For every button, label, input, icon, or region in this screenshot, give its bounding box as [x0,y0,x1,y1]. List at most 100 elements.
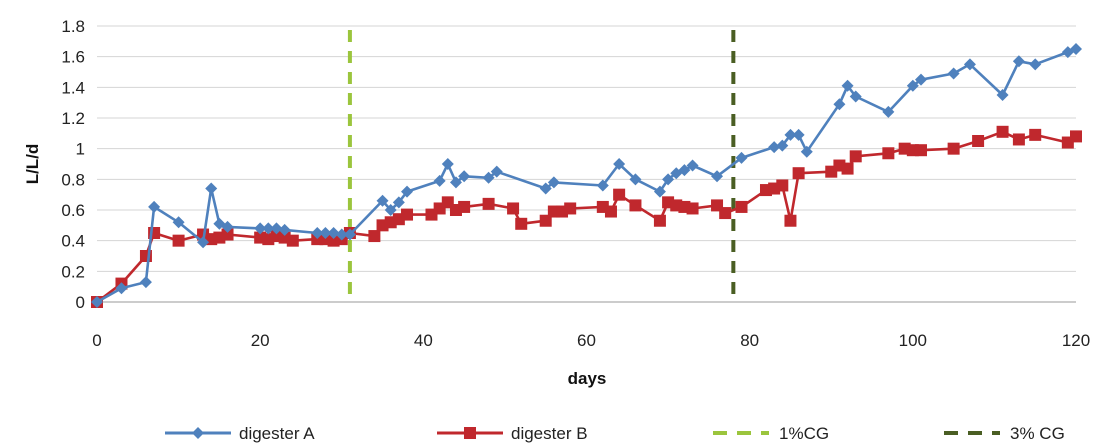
data-point [343,228,356,241]
y-tick-label: 1.8 [61,17,85,36]
data-point [335,228,348,241]
legend-label: digester A [239,424,315,443]
data-point [613,188,626,201]
data-point [311,227,324,239]
data-point [792,167,805,180]
data-point [458,170,471,183]
data-point [653,214,666,227]
data-point [262,222,275,235]
y-tick-label: 1.2 [61,109,85,128]
data-point [1070,130,1082,143]
data-point [91,296,103,308]
data-point [368,230,381,243]
legend-item: 1%CG [713,424,829,443]
data-point [686,202,699,215]
data-point [433,174,446,187]
data-point [735,200,748,213]
data-point [792,128,805,141]
legend-label: 3% CG [1010,424,1065,443]
data-point [613,158,626,170]
data-point [833,98,846,111]
data-point [776,139,789,152]
data-point [376,194,389,207]
x-tick-label: 100 [899,331,927,350]
y-axis-title: L/L/d [23,144,42,185]
y-tick-label: 0 [76,293,85,312]
data-point [914,73,927,86]
data-point [564,202,577,215]
data-point [172,216,185,229]
data-point [539,182,552,195]
data-point [464,427,476,439]
data-point [1012,133,1025,146]
data-point [392,196,405,209]
series [91,43,1082,308]
data-point [270,222,283,235]
data-point [906,79,919,92]
x-tick-label: 0 [92,331,101,350]
x-tick-label: 20 [251,331,270,350]
data-point [604,205,617,218]
y-axis-ticks: 0 0.2 0.4 0.6 0.8 1 1.2 1.4 1.6 1.8 [61,17,85,312]
data-point [482,197,495,210]
data-point [849,90,862,103]
data-point [139,276,152,289]
legend-label: digester B [511,424,588,443]
data-point [319,227,332,239]
data-point [776,179,789,192]
data-point [1029,58,1042,71]
data-point [841,162,854,175]
legend-item: digester A [165,424,315,443]
data-point [947,142,960,155]
data-point [401,208,414,221]
data-point [539,214,552,227]
data-point [629,199,642,212]
data-point [205,182,218,195]
data-point [115,282,128,295]
data-point [768,141,781,154]
data-point [686,159,699,172]
data-point [882,147,895,160]
data-point [963,58,976,71]
data-point [947,67,960,80]
data-point [449,176,462,189]
data-point [882,105,895,118]
data-point [515,217,528,230]
data-point [1070,43,1082,55]
y-tick-label: 1.6 [61,48,85,67]
data-point [784,128,797,141]
legend-item: digester B [437,424,588,443]
y-tick-label: 0.6 [61,201,85,220]
data-point [629,173,642,186]
series [91,125,1082,308]
data-point [221,228,234,241]
x-tick-label: 40 [414,331,433,350]
data-point [784,214,797,227]
legend-item: 3% CG [944,424,1065,443]
reference-lines [347,30,736,302]
data-point [653,185,666,198]
data-point [327,227,340,239]
data-point [596,179,609,192]
x-tick-label: 120 [1062,331,1090,350]
y-tick-label: 0.8 [61,170,85,189]
data-point [286,234,299,247]
data-point [192,427,204,439]
x-tick-label: 80 [740,331,759,350]
series-line [96,130,1077,304]
data-point [719,207,732,220]
data-point [996,125,1009,138]
series-group [91,43,1082,308]
data-point [841,79,854,92]
legend-label: 1%CG [779,424,829,443]
data-point [678,164,691,177]
data-point [1029,128,1042,141]
data-point [401,185,414,198]
data-point [254,222,267,235]
y-tick-label: 1.4 [61,78,85,97]
data-point [711,170,724,183]
data-point [197,236,210,249]
data-point [1012,55,1025,68]
data-point [996,89,1009,101]
